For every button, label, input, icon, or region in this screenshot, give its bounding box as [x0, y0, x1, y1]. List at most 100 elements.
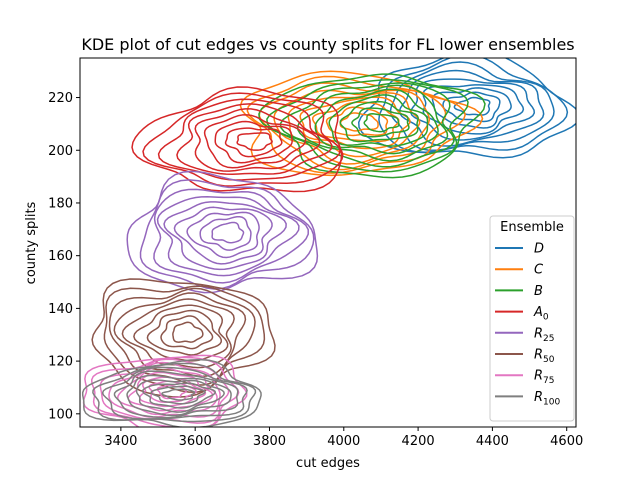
legend-entry-c: C: [495, 263, 544, 278]
contour-layer: [81, 58, 576, 427]
contour-line: [121, 298, 235, 369]
x-tick-label: 3800: [253, 434, 286, 449]
series-r100-contours: [81, 358, 262, 427]
contour-line: [139, 179, 315, 290]
contour-line: [108, 361, 221, 418]
contour-line: [172, 321, 204, 343]
contour-line: [113, 292, 247, 378]
contour-line: [339, 100, 419, 143]
legend-label-subscript: 100: [543, 397, 560, 407]
x-tick-label: 3600: [179, 434, 212, 449]
legend-label-main: A: [533, 305, 543, 320]
contour-line: [246, 75, 466, 174]
contour-line: [224, 127, 283, 158]
contour-line: [378, 58, 569, 153]
contour-line: [92, 362, 257, 423]
contour-line: [161, 388, 196, 401]
legend-entry-d: D: [495, 242, 544, 257]
contour-line: [194, 108, 321, 172]
y-axis-ticks: 100 120 140 160 180 200 220: [48, 91, 80, 422]
x-tick-label: 4400: [476, 434, 509, 449]
contour-line: [258, 73, 486, 179]
contour-line: [141, 382, 217, 409]
contour-line: [328, 94, 429, 147]
y-axis-label: county splits: [24, 201, 39, 284]
contour-line: [389, 61, 555, 152]
contour-line: [199, 216, 252, 251]
legend-label: C: [534, 263, 544, 278]
legend-label: R75: [534, 369, 555, 387]
x-axis-ticks: 3400 3600 3800 4000 4200 4400 4600: [104, 427, 583, 449]
contour-line: [127, 371, 214, 412]
legend-entry-r25: R25: [495, 326, 555, 344]
contour-line: [126, 170, 319, 294]
y-tick-label: 100: [48, 407, 73, 422]
legend-label: B: [534, 284, 543, 299]
contour-line: [82, 354, 248, 427]
series-r25-contours: [126, 170, 319, 294]
contour-line: [81, 358, 262, 427]
contour-line: [133, 304, 229, 362]
legend-box: [489, 215, 575, 422]
contour-line: [410, 78, 536, 141]
contour-line: [398, 69, 545, 147]
legend-label: R100: [534, 390, 560, 408]
legend-label: D: [534, 242, 544, 257]
contour-line: [173, 206, 273, 265]
legend-label-main: R: [534, 326, 543, 341]
x-tick-label: 4600: [550, 434, 583, 449]
contour-line: [211, 221, 245, 244]
legend-label: R25: [534, 326, 555, 344]
chart-title: KDE plot of cut edges vs county splits f…: [81, 35, 574, 54]
legend-label-subscript: 50: [543, 355, 555, 365]
contour-line: [156, 196, 300, 277]
legend-label-subscript: 75: [543, 376, 554, 386]
contour-line: [214, 120, 293, 164]
contour-line: [279, 82, 455, 168]
contour-line: [299, 96, 411, 150]
contour-line: [113, 370, 239, 419]
legend-label-main: B: [534, 284, 543, 299]
legend-label-main: D: [534, 242, 544, 257]
legend-label-subscript: 0: [543, 313, 549, 323]
y-tick-label: 140: [48, 302, 73, 317]
contour-line: [101, 366, 248, 420]
contour-line: [157, 98, 341, 181]
plot-frame: [79, 57, 577, 428]
contour-line: [314, 88, 439, 155]
contour-line: [142, 92, 344, 187]
y-tick-label: 180: [48, 196, 73, 211]
contour-line: [163, 201, 287, 271]
y-tick-label: 200: [48, 144, 73, 159]
legend-entry-r50: R50: [495, 348, 555, 366]
contour-line: [135, 379, 225, 413]
contour-line: [131, 86, 343, 193]
contour-line: [325, 106, 389, 137]
legend-entry-a0: A0: [495, 305, 549, 323]
legend-label: A0: [533, 305, 549, 323]
contour-line: [126, 374, 232, 417]
legend-label-main: C: [534, 263, 544, 278]
contour-line: [146, 309, 222, 356]
contour-line: [311, 101, 400, 143]
contour-line: [150, 385, 206, 405]
legend-entry-r75: R75: [495, 369, 555, 387]
contour-line: [351, 107, 410, 138]
y-tick-label: 160: [48, 249, 73, 264]
x-tick-label: 4000: [327, 434, 360, 449]
legend-entry-r100: R100: [495, 390, 560, 408]
x-tick-label: 3400: [104, 434, 137, 449]
contour-line: [153, 188, 309, 284]
legend-label-main: R: [534, 348, 543, 363]
contour-line: [203, 114, 307, 169]
legend-title: Ensemble: [500, 220, 564, 235]
contour-line: [186, 211, 260, 259]
y-tick-label: 220: [48, 91, 73, 106]
legend-label: R50: [534, 348, 555, 366]
series-a0-contours: [131, 86, 344, 193]
contour-line: [266, 79, 469, 173]
legend-label-main: R: [534, 369, 543, 384]
contour-line: [363, 113, 400, 133]
y-tick-label: 120: [48, 355, 73, 370]
